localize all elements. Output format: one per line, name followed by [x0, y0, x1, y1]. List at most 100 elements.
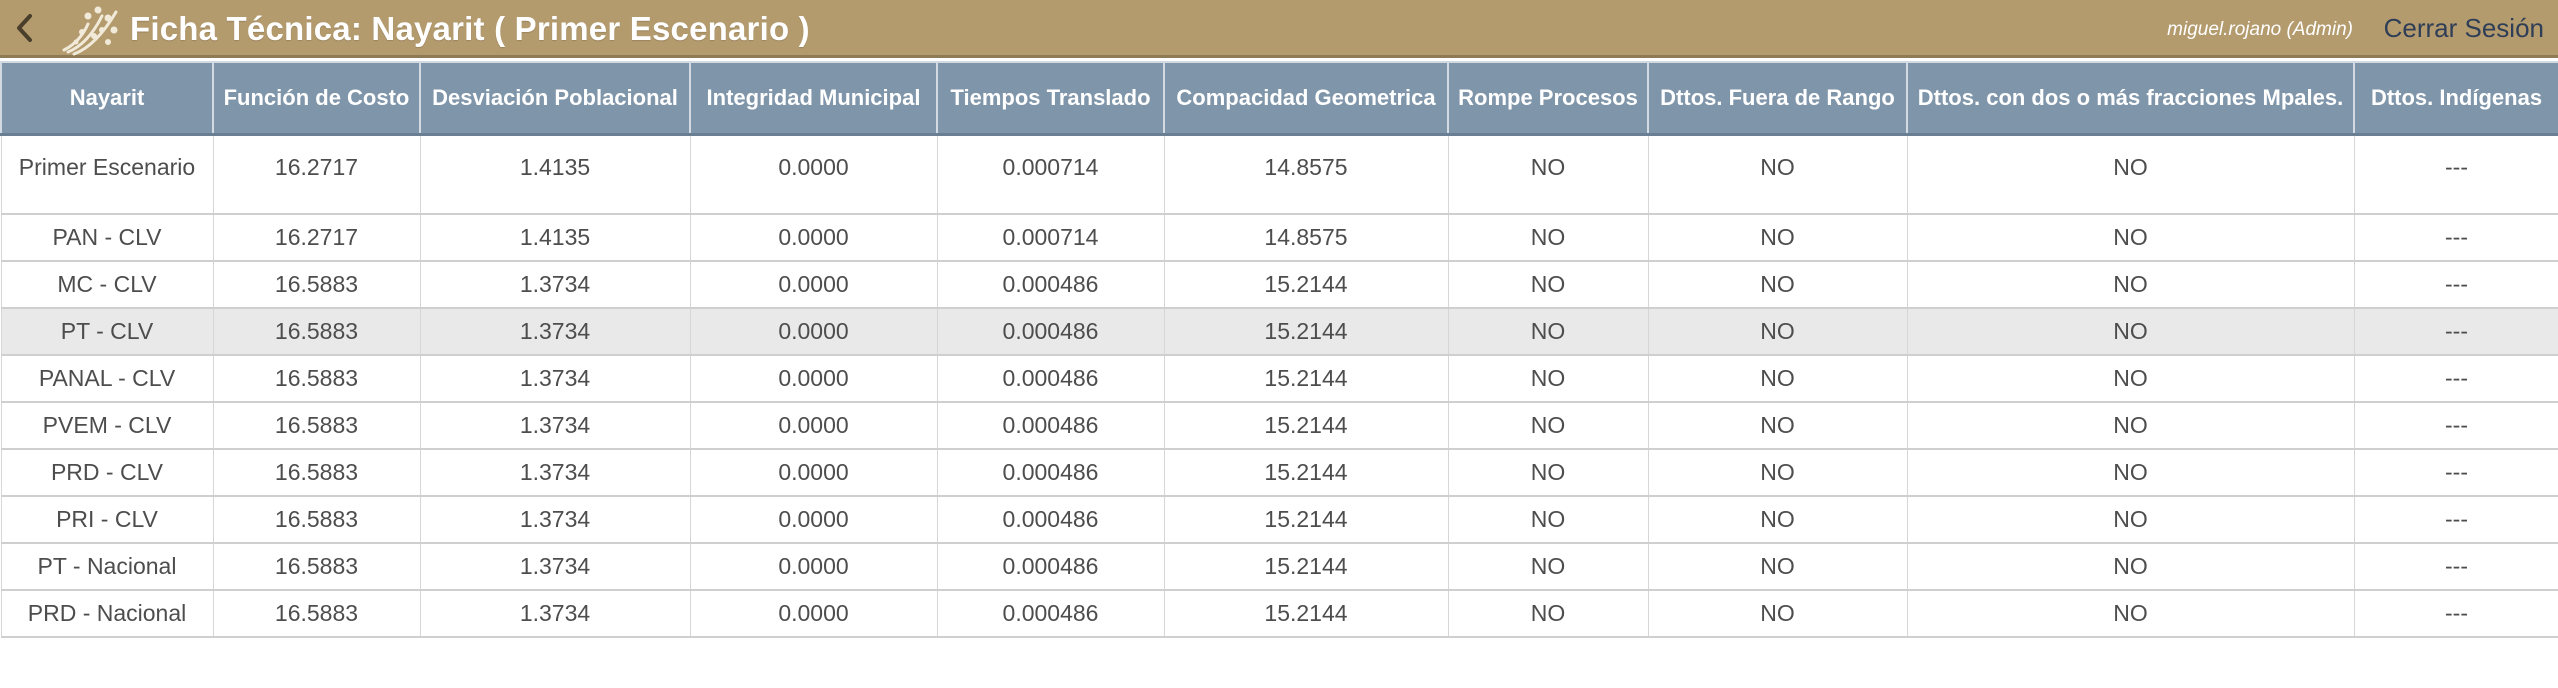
table-cell: 15.2144 [1163, 355, 1449, 403]
table-row[interactable]: PRI - CLV 16.5883 1.3734 0.0000 0.000486 15.2… [0, 496, 2558, 544]
table-cell: NO [1447, 496, 1649, 544]
table-cell: NO [1647, 214, 1908, 262]
table-cell: 0.0000 [689, 308, 938, 356]
table-cell: 0.000486 [936, 449, 1165, 497]
table-cell: 16.5883 [212, 261, 421, 309]
table-cell: MC - CLV [0, 261, 214, 309]
table-row[interactable]: PT - CLV 16.5883 1.3734 0.0000 0.000486 15.21… [0, 308, 2558, 356]
table-cell: NO [1447, 134, 1649, 215]
table-cell: PRI - CLV [0, 496, 214, 544]
table-cell: 16.5883 [212, 402, 421, 450]
table-body: Primer Escenario 16.2717 1.4135 0.0000 0.000… [0, 134, 2558, 638]
table-cell: 14.8575 [1163, 134, 1449, 215]
table-cell: 15.2144 [1163, 402, 1449, 450]
technical-sheet-table: Nayarit Función de Costo Desviación Poblac… [0, 61, 2558, 638]
top-bar: Ficha Técnica: Nayarit ( Primer Escenari… [0, 0, 2558, 58]
table-cell: 0.0000 [689, 449, 938, 497]
table-cell: 0.0000 [689, 261, 938, 309]
page-title: Ficha Técnica: Nayarit ( Primer Escenari… [130, 10, 810, 47]
column-header: Tiempos Translado [936, 61, 1165, 136]
table-cell: 0.000486 [936, 543, 1165, 591]
table-cell: PAN - CLV [0, 214, 214, 262]
table-cell: NO [1647, 590, 1908, 638]
table-cell: 15.2144 [1163, 590, 1449, 638]
table-row[interactable]: Primer Escenario 16.2717 1.4135 0.0000 0.000… [0, 134, 2558, 215]
table-cell: 15.2144 [1163, 261, 1449, 309]
table-cell: 0.0000 [689, 355, 938, 403]
back-button[interactable] [10, 8, 40, 48]
table-cell: 1.4135 [419, 214, 691, 262]
table-cell: NO [1906, 496, 2355, 544]
table-cell: 16.5883 [212, 590, 421, 638]
table-row[interactable]: MC - CLV 16.5883 1.3734 0.0000 0.000486 15.21… [0, 261, 2558, 309]
table-cell: 14.8575 [1163, 214, 1449, 262]
table-cell: 15.2144 [1163, 308, 1449, 356]
table-cell: NO [1906, 134, 2355, 215]
app-logo-icon [58, 2, 124, 56]
table-cell: NO [1906, 308, 2355, 356]
table-row[interactable]: PVEM - CLV 16.5883 1.3734 0.0000 0.000486 15.… [0, 402, 2558, 450]
table-cell: 1.3734 [419, 402, 691, 450]
table-cell: NO [1647, 134, 1908, 215]
user-name: miguel.rojano (Admin) [2167, 19, 2353, 40]
table-cell: NO [1647, 496, 1908, 544]
table-cell: NO [1447, 355, 1649, 403]
table-cell: --- [2353, 261, 2558, 309]
column-header: Desviación Poblacional [419, 61, 691, 136]
table-cell: 0.000486 [936, 590, 1165, 638]
table-cell: PT - CLV [0, 308, 214, 356]
table-cell: 0.000486 [936, 355, 1165, 403]
table-cell: 1.3734 [419, 308, 691, 356]
table-cell: 15.2144 [1163, 496, 1449, 544]
table-cell: NO [1447, 402, 1649, 450]
table-cell: NO [1647, 355, 1908, 403]
table-cell: 16.5883 [212, 308, 421, 356]
column-header: Dttos. Indígenas [2353, 61, 2558, 136]
table-row[interactable]: PAN - CLV 16.2717 1.4135 0.0000 0.000714 14.8… [0, 214, 2558, 262]
table-cell: 0.000486 [936, 496, 1165, 544]
table-cell: PRD - Nacional [0, 590, 214, 638]
table-cell: 1.3734 [419, 590, 691, 638]
table-cell: 1.3734 [419, 543, 691, 591]
table-cell: PT - Nacional [0, 543, 214, 591]
table-cell: 0.0000 [689, 214, 938, 262]
column-header: Rompe Procesos [1447, 61, 1649, 136]
table-cell: --- [2353, 590, 2558, 638]
table-cell: NO [1647, 261, 1908, 309]
table-cell: 16.2717 [212, 214, 421, 262]
table-cell: 0.0000 [689, 590, 938, 638]
table-cell: 0.000714 [936, 134, 1165, 215]
table-cell: NO [1447, 590, 1649, 638]
table-cell: --- [2353, 134, 2558, 215]
table-cell: 1.3734 [419, 355, 691, 403]
table-cell: PANAL - CLV [0, 355, 214, 403]
table-cell: NO [1647, 543, 1908, 591]
column-header: Función de Costo [212, 61, 421, 136]
table-cell: 0.0000 [689, 134, 938, 215]
table-cell: 1.3734 [419, 449, 691, 497]
table-cell: --- [2353, 214, 2558, 262]
logout-link[interactable]: Cerrar Sesión [2383, 13, 2544, 43]
table-cell: 16.5883 [212, 543, 421, 591]
chevron-left-icon [17, 14, 32, 42]
table-cell: 1.3734 [419, 496, 691, 544]
table-row[interactable]: PRD - CLV 16.5883 1.3734 0.0000 0.000486 15.2… [0, 449, 2558, 497]
table-cell: 16.5883 [212, 496, 421, 544]
table-cell: PRD - CLV [0, 449, 214, 497]
table-cell: NO [1647, 402, 1908, 450]
table-cell: 0.0000 [689, 402, 938, 450]
table-row[interactable]: PRD - Nacional 16.5883 1.3734 0.0000 0.00048… [0, 590, 2558, 638]
table-cell: NO [1906, 214, 2355, 262]
table-row[interactable]: PT - Nacional 16.5883 1.3734 0.0000 0.000486… [0, 543, 2558, 591]
table-cell: 15.2144 [1163, 543, 1449, 591]
table-row[interactable]: PANAL - CLV 16.5883 1.3734 0.0000 0.000486 15… [0, 355, 2558, 403]
column-header: Dttos. Fuera de Rango [1647, 61, 1908, 136]
table-cell: NO [1447, 214, 1649, 262]
table-cell: --- [2353, 402, 2558, 450]
column-header: Dttos. con dos o más fracciones Mpales. [1906, 61, 2355, 136]
table-cell: NO [1906, 543, 2355, 591]
table-cell: --- [2353, 543, 2558, 591]
table-cell: 0.000714 [936, 214, 1165, 262]
table-cell: NO [1447, 449, 1649, 497]
table-cell: 16.5883 [212, 449, 421, 497]
